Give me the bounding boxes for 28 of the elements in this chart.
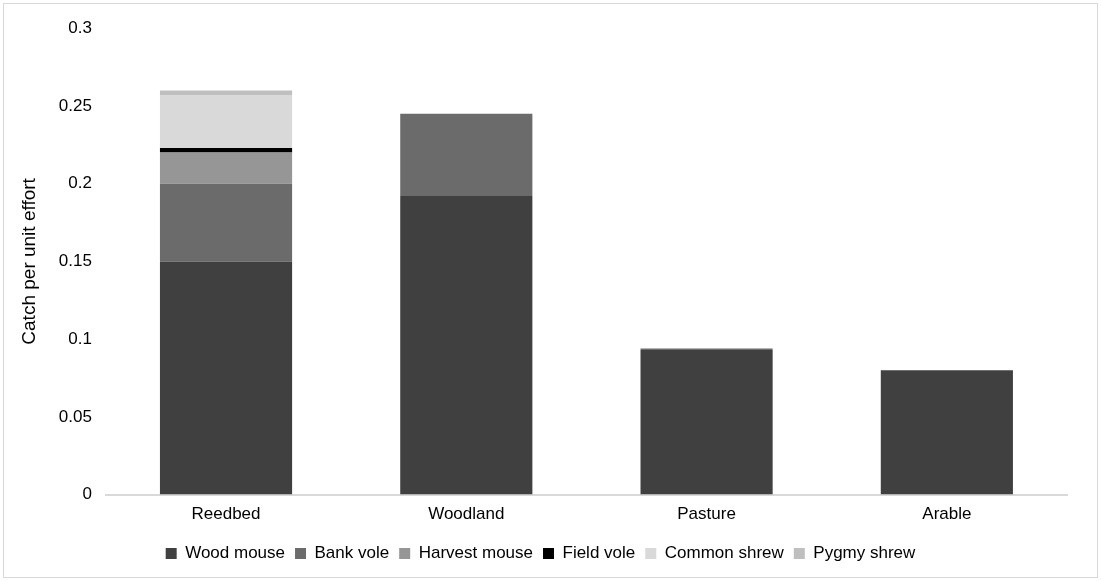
x-tick-label: Arable (922, 504, 972, 524)
x-tick-label: Reedbed (191, 504, 261, 524)
y-tick-label: 0.25 (58, 95, 92, 115)
y-tick-label: 0 (82, 484, 92, 504)
y-tick-label: 0.1 (68, 328, 92, 348)
bar (159, 261, 293, 495)
legend-label: Pygmy shrew (813, 543, 917, 563)
bar (880, 370, 1013, 495)
y-tick-label: 0.15 (58, 251, 92, 271)
legend-label: Common shrew (664, 543, 785, 563)
x-tick-label: Pasture (677, 504, 736, 524)
y-tick-label: 0.3 (68, 17, 92, 37)
y-axis-title: Catch per unit effort (17, 177, 39, 345)
bar (640, 350, 773, 495)
bar (159, 147, 293, 153)
bar (159, 183, 293, 262)
bar (159, 90, 293, 96)
legend-label: Bank vole (314, 543, 390, 563)
legend-label: Field vole (562, 543, 636, 563)
bar (400, 113, 533, 197)
bar (159, 95, 293, 148)
legend-label: Wood mouse (185, 543, 286, 563)
y-tick-label: 0.2 (68, 173, 92, 193)
y-tick-label: 0.05 (58, 406, 92, 426)
bar (400, 196, 533, 495)
x-tick-label: Woodland (428, 504, 505, 524)
bar (159, 152, 293, 184)
legend-label: Harvest mouse (418, 543, 534, 563)
